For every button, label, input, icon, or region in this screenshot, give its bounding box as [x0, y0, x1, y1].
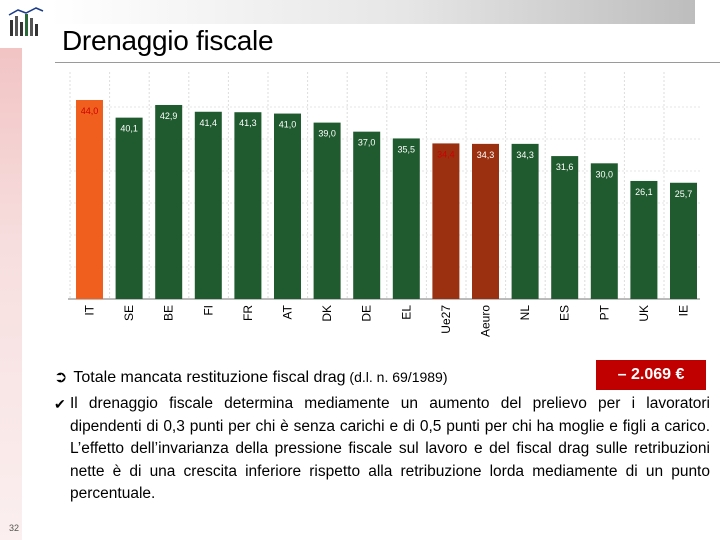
- data-label: 30,0: [596, 169, 614, 179]
- bar-FR: [234, 112, 262, 299]
- bar-DK: [313, 122, 341, 299]
- data-label: 34,3: [516, 150, 534, 160]
- bar-Aeuro: [472, 143, 499, 299]
- bar-Ue27: [432, 143, 460, 299]
- data-label: 42,9: [160, 111, 178, 121]
- category-label: ES: [558, 305, 572, 321]
- category-label: FR: [241, 305, 255, 321]
- data-label: 41,4: [200, 118, 218, 128]
- bar-chart-logo-icon: [6, 6, 46, 40]
- data-label: 37,0: [358, 138, 376, 148]
- bar-DE: [353, 131, 381, 299]
- bar-IT: [76, 100, 103, 299]
- category-label: NL: [518, 305, 532, 321]
- title-underline: [55, 62, 720, 63]
- bullet-paragraph: ✔ Il drenaggio fiscale determina mediame…: [54, 393, 710, 506]
- slide-number: 32: [9, 523, 20, 533]
- data-label: 34,3: [477, 150, 495, 160]
- category-label: FI: [201, 305, 215, 316]
- side-decoration: [0, 48, 22, 540]
- bar-BE: [155, 104, 183, 299]
- bar-EL: [392, 138, 420, 299]
- page-title: Drenaggio fiscale: [62, 25, 274, 56]
- bar-SE: [115, 117, 143, 299]
- category-label: UK: [637, 305, 651, 322]
- total-badge: – 2.069 €: [596, 360, 706, 390]
- data-label: 41,3: [239, 118, 257, 128]
- bar-NL: [511, 143, 539, 299]
- category-label: DE: [360, 305, 374, 322]
- category-label: IT: [83, 304, 97, 315]
- bar-FI: [194, 111, 222, 299]
- data-label: 40,1: [120, 124, 138, 134]
- bar-ES: [551, 156, 579, 299]
- summary-line: ➲ Totale mancata restituzione fiscal drag…: [54, 367, 448, 387]
- data-label: 31,6: [556, 162, 574, 172]
- category-label: BE: [162, 305, 176, 321]
- data-label: 25,7: [675, 189, 693, 199]
- category-label: SE: [122, 305, 136, 321]
- title-area: [55, 24, 720, 62]
- data-label: 26,1: [635, 187, 653, 197]
- summary-bold: mancata restituzione fiscal drag: [120, 369, 346, 386]
- data-label: 41,0: [279, 120, 297, 130]
- category-label: Ue27: [439, 305, 453, 334]
- data-label: 34,4: [437, 149, 455, 159]
- bullet-text: Il drenaggio fiscale determina mediament…: [70, 395, 710, 502]
- top-gradient-band: [50, 0, 695, 24]
- data-label: 39,0: [318, 129, 336, 139]
- data-label: 44,0: [81, 106, 99, 116]
- category-label: AT: [281, 304, 295, 319]
- summary-law: (d.l. n. 69/1989): [345, 369, 448, 385]
- check-mark-icon: ✔: [54, 396, 66, 412]
- data-label: 35,5: [398, 144, 416, 154]
- category-label: Aeuro: [479, 305, 493, 337]
- category-label: IE: [677, 305, 691, 316]
- category-label: PT: [597, 304, 611, 320]
- bar-chart: 44,0 IT 40,1 SE 42,9 BE 41,4 FI 41,3 FR 41,0 AT 39,0…: [68, 72, 700, 337]
- category-label: EL: [399, 305, 413, 320]
- bar-PT: [590, 163, 618, 299]
- bar-IE: [670, 182, 697, 299]
- summary-prefix: Totale: [73, 369, 121, 386]
- bar-UK: [630, 180, 658, 299]
- bar-AT: [274, 113, 301, 299]
- category-label: DK: [320, 305, 334, 322]
- right-arrow-icon: ➲: [54, 369, 68, 386]
